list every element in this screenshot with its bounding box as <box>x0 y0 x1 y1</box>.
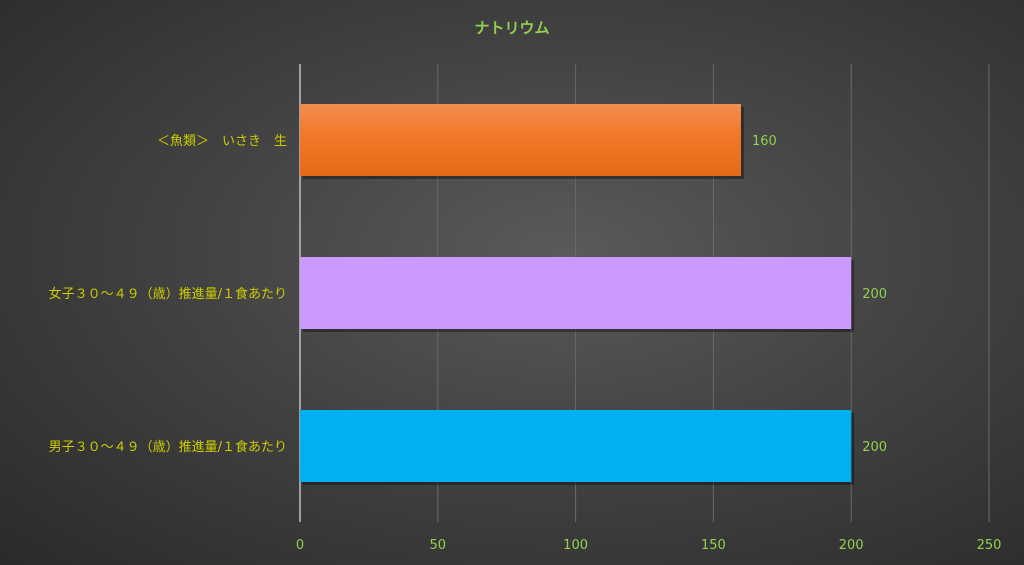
x-tick-label: 0 <box>296 538 304 553</box>
x-tick-label: 250 <box>977 538 1002 553</box>
data-label: 160 <box>752 134 777 149</box>
data-label: 200 <box>862 440 887 455</box>
category-label: 男子３０～４９（歳）推進量/１食あたり <box>49 439 287 455</box>
x-tick-label: 50 <box>430 538 447 553</box>
bar-0 <box>300 104 741 176</box>
bar-2 <box>300 410 852 482</box>
chart-title: ナトリウム <box>474 19 549 37</box>
bar-1 <box>300 257 852 329</box>
category-label: ＜魚類＞ いさき 生 <box>157 134 287 149</box>
x-tick-label: 100 <box>563 538 588 553</box>
x-tick-label: 200 <box>839 538 864 553</box>
x-tick-label: 150 <box>701 538 726 553</box>
category-label: 女子３０～４９（歳）推進量/１食あたり <box>49 286 287 302</box>
data-label: 200 <box>862 287 887 302</box>
